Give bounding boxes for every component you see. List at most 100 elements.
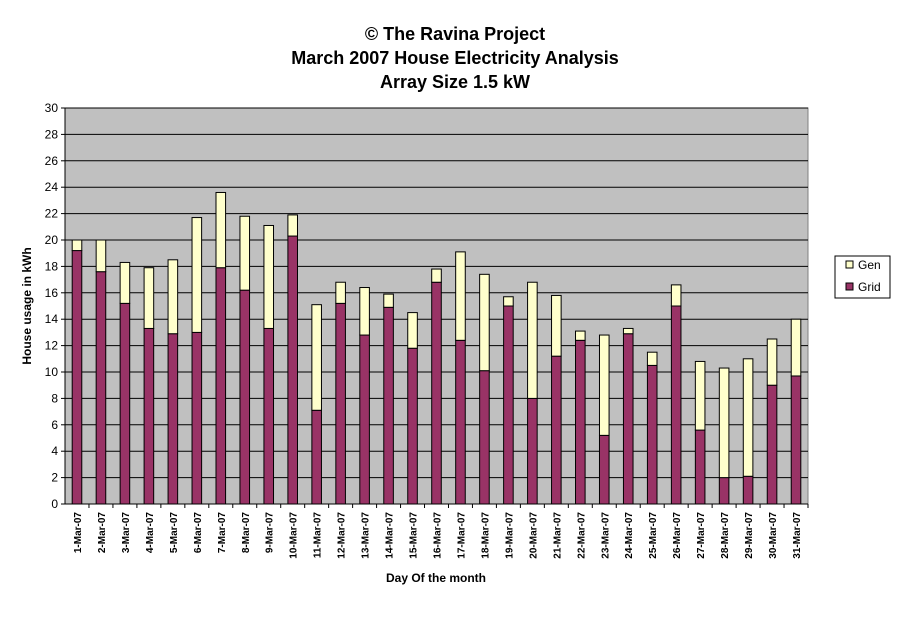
bar-grid: [287, 235, 298, 505]
x-tick-label: 22-Mar-07: [576, 512, 587, 559]
bar-grid: [551, 355, 562, 505]
bar-grid: [718, 477, 730, 505]
x-tick-label: 26-Mar-07: [672, 512, 683, 559]
bar-gen: [191, 217, 203, 333]
bar-gen: [551, 294, 562, 357]
bar-gen: [359, 287, 370, 336]
bar-gen: [95, 239, 107, 273]
x-axis-title: Day Of the month: [386, 571, 486, 585]
x-tick-label: 14-Mar-07: [385, 512, 396, 559]
y-tick-label: 2: [51, 471, 58, 485]
bar-gen: [143, 267, 155, 329]
x-tick-label: 30-Mar-07: [768, 512, 779, 559]
x-tick-label: 2-Mar-07: [97, 512, 108, 554]
y-tick-label: 18: [45, 259, 59, 273]
bar-gen: [311, 304, 322, 411]
legend: Gen Grid: [834, 255, 891, 299]
bar-grid: [455, 339, 466, 505]
bar-gen: [383, 293, 394, 308]
bar-grid: [766, 384, 778, 505]
y-tick-label: 14: [45, 312, 59, 326]
legend-label-grid: Grid: [858, 280, 881, 294]
legend-label-gen: Gen: [858, 258, 881, 272]
bar-gen: [575, 330, 586, 341]
bar-gen: [766, 338, 778, 386]
bar-grid: [503, 305, 514, 505]
y-tick-label: 24: [45, 180, 59, 194]
y-tick-label: 4: [51, 444, 58, 458]
bar-grid: [742, 475, 754, 505]
x-tick-label: 25-Mar-07: [648, 512, 659, 559]
bar-grid: [119, 302, 131, 505]
bar-gen: [790, 318, 802, 377]
bar-gen: [598, 334, 610, 436]
x-tick-label: 4-Mar-07: [145, 512, 156, 554]
bar-grid: [694, 429, 706, 505]
y-tick-label: 16: [45, 286, 59, 300]
bar-gen: [119, 261, 131, 304]
x-tick-label: 19-Mar-07: [504, 512, 515, 559]
bar-grid: [431, 281, 442, 505]
x-tick-label: 7-Mar-07: [217, 512, 228, 554]
bar-gen: [646, 351, 658, 366]
bar-gen: [263, 224, 275, 329]
y-tick-label: 10: [45, 365, 59, 379]
bar-grid: [527, 397, 538, 505]
bar-grid: [479, 370, 490, 505]
bar-gen: [167, 259, 179, 335]
bar-gen: [694, 360, 706, 431]
x-tick-label: 1-Mar-07: [73, 512, 84, 554]
legend-box: [834, 255, 891, 299]
bar-grid: [95, 271, 107, 505]
x-tick-label: 24-Mar-07: [624, 512, 635, 559]
x-tick-label: 23-Mar-07: [600, 512, 611, 559]
y-tick-label: 28: [45, 127, 59, 141]
x-tick-label: 6-Mar-07: [193, 512, 204, 554]
chart-title-line-2: March 2007 House Electricity Analysis: [291, 48, 619, 68]
bar-gen: [742, 358, 754, 477]
bar-grid: [167, 333, 179, 505]
bar-gen: [215, 191, 227, 269]
chart-title-line-1: © The Ravina Project: [365, 24, 545, 44]
chart-title-line-3: Array Size 1.5 kW: [380, 72, 530, 92]
bar-grid: [383, 306, 394, 505]
bar-grid: [335, 302, 346, 505]
x-tick-label: 11-Mar-07: [313, 512, 324, 559]
bar-grid: [646, 364, 658, 505]
bar-grid: [575, 339, 586, 505]
bar-gen: [455, 251, 466, 341]
bar-gen: [479, 273, 490, 372]
bar-grid: [359, 334, 370, 505]
bar-gen: [718, 367, 730, 479]
y-tick-label: 12: [45, 339, 59, 353]
bar-grid: [143, 327, 155, 505]
y-tick-label: 6: [51, 418, 58, 432]
bar-grid: [263, 327, 275, 505]
x-tick-label: 17-Mar-07: [456, 512, 467, 559]
y-tick-label: 22: [45, 207, 59, 221]
y-tick-label: 8: [51, 391, 58, 405]
bar-gen: [503, 296, 514, 307]
x-tick-label: 9-Mar-07: [265, 512, 276, 554]
legend-swatch-gen: [845, 260, 854, 269]
x-tick-label: 15-Mar-07: [409, 512, 420, 559]
bar-gen: [622, 327, 634, 335]
y-axis-title: House usage in kWh: [20, 247, 34, 364]
bar-grid: [670, 305, 682, 505]
x-tick-label: 31-Mar-07: [792, 512, 803, 559]
bar-grid: [239, 289, 251, 505]
y-tick-label: 0: [51, 497, 58, 511]
bar-grid: [407, 347, 418, 505]
x-tick-label: 21-Mar-07: [552, 512, 563, 559]
x-tick-label: 27-Mar-07: [696, 512, 707, 559]
bar-grid: [71, 250, 83, 505]
bar-gen: [71, 239, 83, 252]
bar-gen: [527, 281, 538, 399]
x-tick-label: 20-Mar-07: [528, 512, 539, 559]
bars: [71, 191, 802, 505]
x-tick-labels: 1-Mar-07 2-Mar-07 3-Mar-07 4-Mar-07 5-Mar-07…: [73, 512, 803, 559]
y-tick-label: 30: [45, 101, 59, 115]
bar-grid: [598, 434, 610, 505]
x-tick-label: 18-Mar-07: [480, 512, 491, 559]
bar-gen: [239, 215, 251, 291]
